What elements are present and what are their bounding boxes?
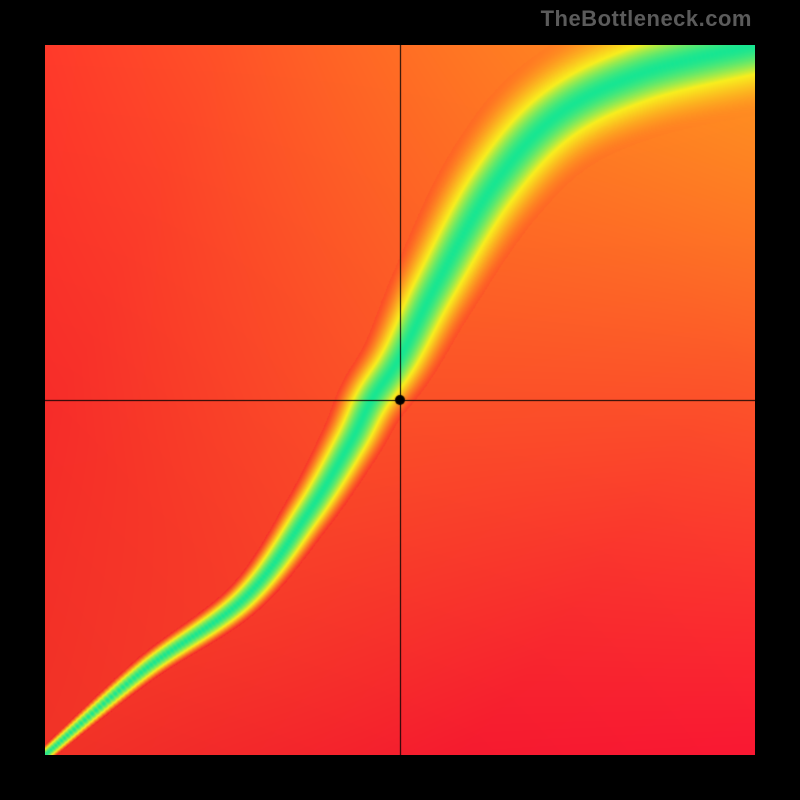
bottleneck-heatmap bbox=[45, 45, 755, 755]
watermark-text: TheBottleneck.com bbox=[541, 6, 752, 32]
